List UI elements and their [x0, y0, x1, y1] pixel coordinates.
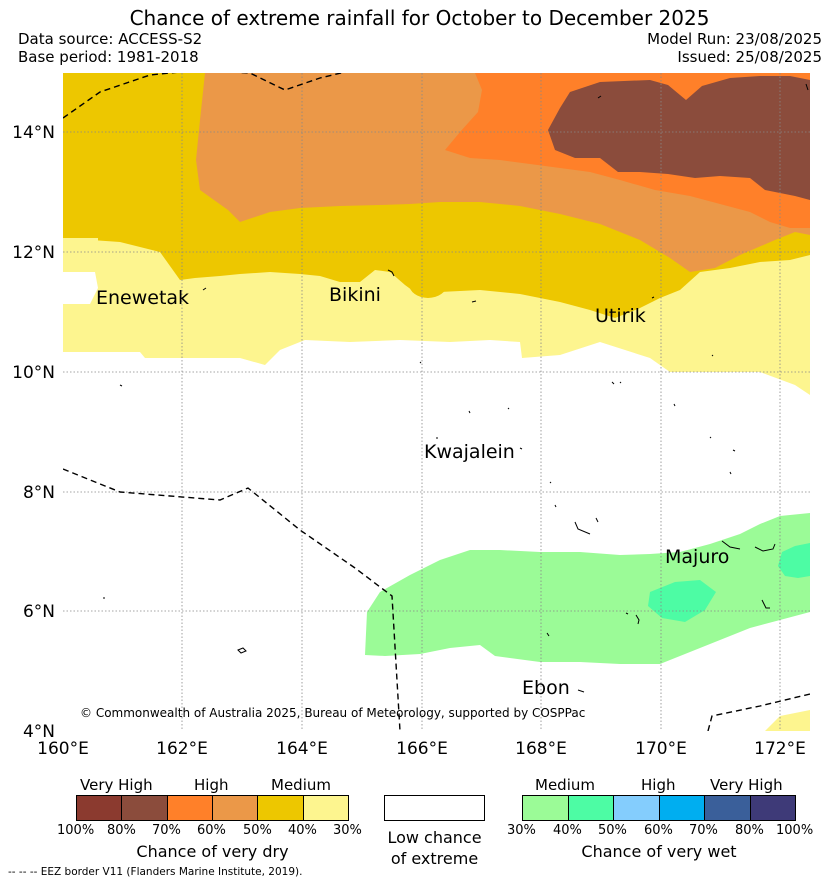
- lon-label: 162°E: [156, 739, 208, 759]
- legend-dry-caption: Chance of very dry: [136, 842, 289, 861]
- legend-wet-tick: 60%: [644, 823, 673, 838]
- legend-swatch: [523, 796, 569, 820]
- place-ebon: Ebon: [522, 677, 570, 699]
- legend-swatch: [212, 796, 259, 820]
- legend-dry-tick: 100%: [57, 823, 95, 838]
- map-grid: [63, 73, 810, 731]
- legend-swatch: [77, 796, 123, 820]
- dry-very-high-region: [548, 76, 810, 200]
- legend-wet-tick: 70%: [689, 823, 718, 838]
- legend-wet-high: High: [641, 776, 676, 794]
- legend-wet-tick: 100%: [776, 823, 814, 838]
- lon-label: 170°E: [635, 739, 687, 759]
- lat-label: 14°N: [12, 123, 55, 143]
- dry-patch-enewetak: [63, 272, 98, 304]
- legend-dry-medium: Medium: [271, 776, 331, 794]
- place-enewetak: Enewetak: [96, 287, 189, 309]
- legend-swatch: [167, 796, 213, 820]
- wet-medium-high-region-east: [778, 543, 810, 578]
- legend-dry-tick: 60%: [197, 823, 226, 838]
- dry-patch-bikini: [409, 270, 447, 298]
- legend-swatch: [385, 796, 484, 820]
- legend-swatch: [568, 796, 614, 820]
- legend-wet-tick: 80%: [735, 823, 764, 838]
- lon-label: 166°E: [396, 739, 448, 759]
- lon-label: 168°E: [515, 739, 567, 759]
- legend-swatch: [122, 796, 168, 820]
- legend-dry-tick: 70%: [152, 823, 181, 838]
- lat-label: 4°N: [23, 722, 55, 742]
- legend-swatch: [705, 796, 751, 820]
- light-yellow-patch-enewetak: [63, 238, 98, 272]
- base-period-label: Base period: 1981-2018: [18, 48, 199, 66]
- lat-label: 10°N: [12, 363, 55, 383]
- legend-dry-very-high: Very High: [80, 776, 153, 794]
- legend-dry-colorbar: [76, 795, 349, 821]
- legend-dry-tick: 40%: [288, 823, 317, 838]
- place-majuro: Majuro: [665, 546, 729, 568]
- wet-medium-high-region: [648, 580, 716, 622]
- legend-neutral-line2: of extreme: [390, 849, 479, 868]
- lat-label: 12°N: [12, 243, 55, 263]
- legend-wet-very-high: Very High: [710, 776, 783, 794]
- eez-border: [63, 73, 810, 731]
- legend-swatch: [258, 796, 304, 820]
- legend-wet-colorbar: [522, 795, 796, 821]
- lon-label: 172°E: [754, 739, 806, 759]
- legend-swatch: [614, 796, 660, 820]
- longitude-labels: 160°E 162°E 164°E 166°E 168°E 170°E 172°…: [37, 739, 806, 759]
- issued-label: Issued: 25/08/2025: [677, 48, 822, 66]
- legend-swatch: [303, 796, 348, 820]
- latitude-labels: 14°N 12°N 10°N 8°N 6°N 4°N: [12, 123, 55, 742]
- model-run-label: Model Run: 23/08/2025: [647, 30, 822, 48]
- lon-label: 160°E: [37, 739, 89, 759]
- place-utirik: Utirik: [595, 305, 646, 327]
- legend-wet-medium: Medium: [535, 776, 595, 794]
- legend-dry-tick: 30%: [333, 823, 362, 838]
- legend-swatch: [750, 796, 795, 820]
- data-source-label: Data source: ACCESS-S2: [18, 30, 203, 48]
- wet-medium-low-region: [365, 513, 810, 664]
- place-bikini: Bikini: [329, 284, 381, 306]
- lon-label: 164°E: [276, 739, 328, 759]
- map-title: Chance of extreme rainfall for October t…: [129, 6, 710, 30]
- place-kwajalein: Kwajalein: [424, 441, 515, 463]
- legend-neutral-line1: Low chance: [387, 828, 482, 847]
- eez-border-note: -- -- -- EEZ border V11 (Flanders Marine…: [8, 866, 303, 878]
- legend-dry-high: High: [194, 776, 229, 794]
- legend-swatch: [659, 796, 705, 820]
- legend-wet-tick: 50%: [598, 823, 627, 838]
- legend-wet-caption: Chance of very wet: [581, 842, 737, 861]
- legend-dry-tick: 80%: [107, 823, 136, 838]
- dry-patch-south-east: [765, 710, 810, 731]
- lat-label: 6°N: [23, 602, 55, 622]
- place-labels: Enewetak Bikini Utirik Kwajalein Majuro …: [96, 284, 729, 699]
- legend-neutral-swatch: [384, 795, 485, 821]
- legend-dry-tick: 50%: [243, 823, 272, 838]
- islands: [103, 83, 809, 693]
- legend-wet-tick: 30%: [507, 823, 536, 838]
- map-plot-area: [63, 73, 810, 731]
- lat-label: 8°N: [23, 483, 55, 503]
- legend-wet-tick: 40%: [553, 823, 582, 838]
- copyright-notice: © Commonwealth of Australia 2025, Bureau…: [80, 706, 585, 720]
